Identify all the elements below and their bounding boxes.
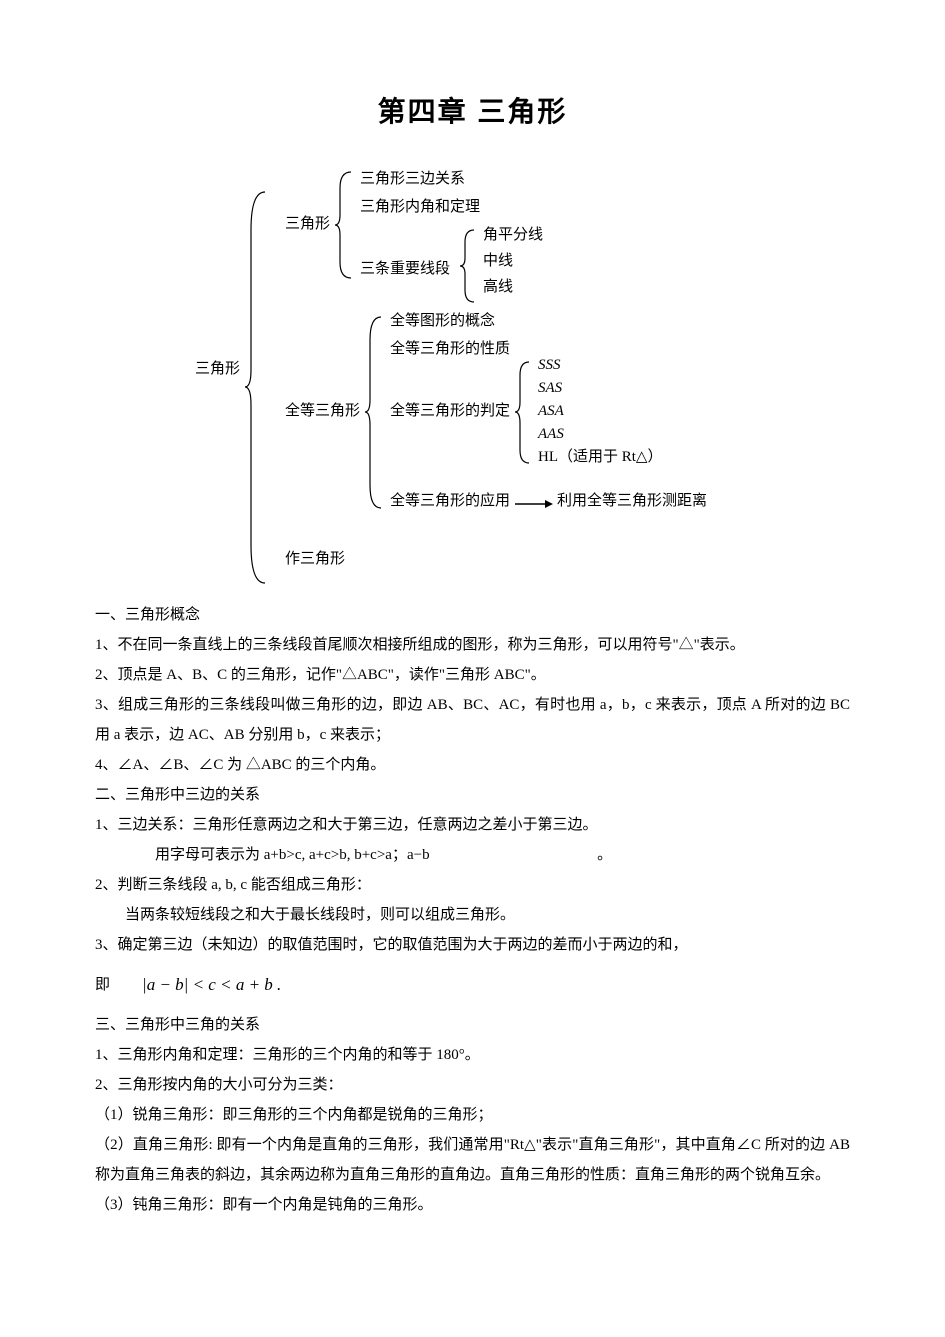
brace-branch2 — [365, 315, 387, 510]
text: 即 — [95, 970, 110, 1000]
paragraph: 3、组成三角形的三条线段叫做三角形的边，即边 AB、BC、AC，有时也用 a，b… — [95, 690, 850, 750]
tree-leaf: SSS — [538, 356, 561, 374]
paragraph: （2）直角三角形: 即有一个内角是直角的三角形，我们通常用"Rt△"表示"直角三… — [95, 1130, 850, 1190]
tree-leaf-arrow-target: 利用全等三角形测距离 — [557, 492, 707, 510]
paragraph: 1、三角形内角和定理：三角形的三个内角的和等于 180°。 — [95, 1040, 850, 1070]
brace-branch1 — [335, 170, 357, 280]
chapter-title: 第四章 三角形 — [95, 90, 850, 130]
paragraph: 2、三角形按内角的大小可分为三类： — [95, 1070, 850, 1100]
document-body: 一、三角形概念 1、不在同一条直线上的三条线段首尾顺次相接所组成的图形，称为三角… — [95, 600, 850, 1220]
tree-leaf: AAS — [538, 425, 564, 443]
tree-leaf: 全等三角形的应用 — [390, 492, 510, 510]
paragraph: 用字母可表示为 a+b>c, a+c>b, b+c>a；a−b 。 — [95, 840, 850, 870]
tree-leaf: 高线 — [483, 278, 513, 296]
paragraph: （1）锐角三角形：即三角形的三个内角都是锐角的三角形； — [95, 1100, 850, 1130]
brace-root — [245, 190, 275, 585]
paragraph: 2、顶点是 A、B、C 的三角形，记作"△ABC"，读作"三角形 ABC"。 — [95, 660, 850, 690]
section-heading: 一、三角形概念 — [95, 600, 850, 630]
formula-row: 即 |a − b| < c < a + b . — [95, 968, 850, 1002]
tree-leaf: 全等三角形的判定 — [390, 402, 510, 420]
paragraph: （3）钝角三角形：即有一个内角是钝角的三角形。 — [95, 1190, 850, 1220]
tree-leaf: 三角形三边关系 — [360, 170, 465, 188]
tree-leaf: 全等图形的概念 — [390, 312, 495, 330]
tree-leaf: ASA — [538, 402, 564, 420]
tree-branch-congruent: 全等三角形 — [285, 402, 360, 420]
tree-leaf: SAS — [538, 379, 562, 397]
tree-leaf: 中线 — [483, 252, 513, 270]
text: 用字母可表示为 a+b>c, a+c>b, b+c>a；a−b — [155, 847, 430, 863]
tree-branch-triangle: 三角形 — [285, 215, 330, 233]
paragraph: 1、三边关系：三角形任意两边之和大于第三边，任意两边之差小于第三边。 — [95, 810, 850, 840]
tree-leaf: HL（适用于 Rt△） — [538, 448, 662, 466]
tree-root: 三角形 — [195, 360, 240, 378]
brace-judge — [515, 360, 535, 465]
arrow-application — [515, 498, 555, 510]
section-heading: 二、三角形中三边的关系 — [95, 780, 850, 810]
tree-leaf: 角平分线 — [483, 226, 543, 244]
tree-branch-construct: 作三角形 — [285, 550, 345, 568]
paragraph: 2、判断三条线段 a, b, c 能否组成三角形： — [95, 870, 850, 900]
tree-leaf: 三条重要线段 — [360, 260, 450, 278]
tree-leaf: 全等三角形的性质 — [390, 340, 510, 358]
paragraph: 3、确定第三边（未知边）的取值范围时，它的取值范围为大于两边的差而小于两边的和， — [95, 930, 850, 960]
paragraph: 当两条较短线段之和大于最长线段时，则可以组成三角形。 — [95, 900, 850, 930]
text: 。 — [597, 847, 612, 863]
paragraph: 1、不在同一条直线上的三条线段首尾顺次相接所组成的图形，称为三角形，可以用符号"… — [95, 630, 850, 660]
formula: |a − b| < c < a + b . — [142, 968, 281, 1002]
document-page: 第四章 三角形 三角形 三角形 三角形三边关系 三角形内角和定理 三条重要线段 … — [0, 0, 945, 1337]
paragraph: 4、∠A、∠B、∠C 为 △ABC 的三个内角。 — [95, 750, 850, 780]
concept-tree-diagram: 三角形 三角形 三角形三边关系 三角形内角和定理 三条重要线段 角平分线 中线 … — [95, 170, 855, 570]
section-heading: 三、三角形中三角的关系 — [95, 1010, 850, 1040]
brace-sub1 — [460, 228, 480, 304]
tree-leaf: 三角形内角和定理 — [360, 198, 480, 216]
